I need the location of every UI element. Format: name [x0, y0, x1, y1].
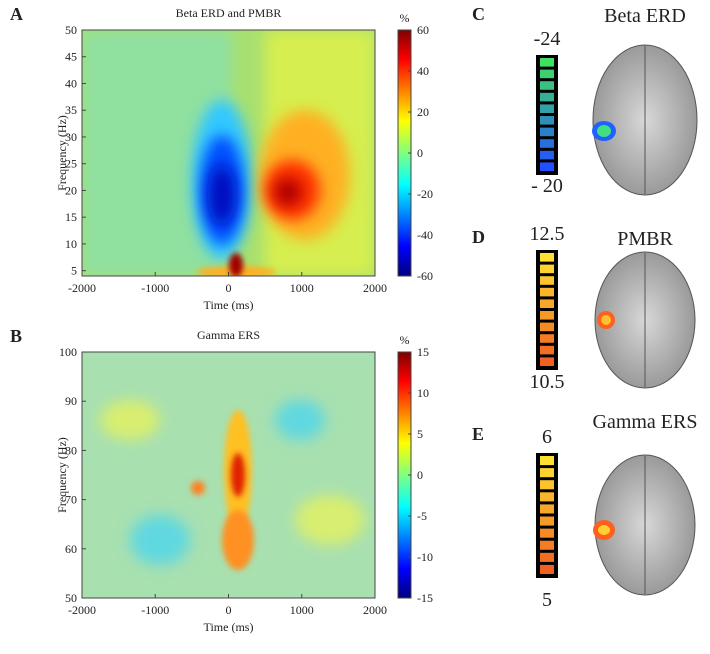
y-tick-label: 15	[65, 210, 77, 224]
y-tick-label: 10	[65, 237, 77, 251]
scale-segment	[540, 116, 554, 125]
chart-title: Beta ERD and PMBR	[176, 6, 282, 20]
panel-label: E	[472, 424, 484, 444]
scale-segment	[540, 552, 554, 562]
colorbar-tick-label: -60	[417, 269, 433, 283]
brain-image	[592, 44, 698, 596]
x-tick-label: 1000	[290, 603, 314, 617]
scale-segment	[540, 322, 554, 332]
x-tick-label: -2000	[68, 281, 96, 295]
panel-label: A	[10, 4, 23, 24]
scale-segment	[540, 528, 554, 538]
scale-segment	[540, 276, 554, 285]
scale-segment	[540, 540, 554, 550]
y-tick-label: 50	[65, 23, 77, 37]
scale-segment	[540, 58, 554, 67]
scale-segment	[540, 504, 554, 514]
scale-segment	[540, 127, 554, 137]
scale-segment	[540, 287, 554, 297]
scale-segment	[540, 92, 554, 102]
y-tick-label: 25	[65, 157, 77, 171]
y-axis-label: Frequency (Hz)	[55, 437, 69, 513]
scale-bottom: 10.5	[530, 371, 565, 393]
colorbar-tick-label: -15	[417, 591, 433, 605]
x-tick-label: -1000	[141, 281, 169, 295]
scale-segment	[540, 139, 554, 148]
colorbar-tick-label: 0	[417, 146, 423, 160]
y-tick-label: 100	[59, 345, 77, 359]
scale-segment	[540, 516, 554, 526]
scale-segment	[540, 468, 554, 478]
x-tick-label: 2000	[363, 281, 387, 295]
colorbar-tick-label: 15	[417, 345, 429, 359]
x-tick-label: 2000	[363, 603, 387, 617]
heatmap-image	[82, 30, 375, 276]
y-tick-label: 30	[65, 130, 77, 144]
y-tick-label: 5	[71, 264, 77, 278]
panel-label: C	[472, 4, 485, 24]
scale-segment	[540, 150, 554, 160]
scale-top: 6	[542, 426, 552, 448]
scale-bottom: - 20	[531, 175, 563, 197]
colorbar-tick-label: -10	[417, 550, 433, 564]
x-tick-label: 0	[226, 281, 232, 295]
x-tick-label: 0	[226, 603, 232, 617]
scale-segment	[540, 480, 554, 490]
panel-label: B	[10, 326, 22, 346]
y-tick-label: 90	[65, 394, 77, 408]
colorbar-tick-label: -5	[417, 509, 427, 523]
map-title: Beta ERD	[604, 5, 686, 27]
x-axis-label: Time (ms)	[204, 298, 254, 312]
scale-segment	[540, 311, 554, 320]
colorbar-tick-label: 5	[417, 427, 423, 441]
map-title: PMBR	[617, 228, 673, 250]
colorbar-label: %	[400, 333, 410, 347]
scale-segment	[540, 299, 554, 308]
colorbar-tick-label: 40	[417, 64, 429, 78]
y-tick-label: 50	[65, 591, 77, 605]
y-tick-label: 45	[65, 50, 77, 64]
colorbar-tick-label: 10	[417, 386, 429, 400]
scale-segment	[540, 357, 554, 366]
scale-segment	[540, 264, 554, 274]
scale-top: 12.5	[530, 223, 565, 245]
colorbar-tick-label: 0	[417, 468, 423, 482]
scale-top: -24	[534, 28, 561, 50]
chart-title: Gamma ERS	[197, 328, 260, 342]
x-tick-label: 1000	[290, 281, 314, 295]
y-tick-label: 20	[65, 183, 77, 197]
heatmap-image	[82, 352, 375, 598]
scale-bottom: 5	[542, 589, 552, 611]
scale-segment	[540, 81, 554, 90]
scale-segment	[540, 334, 554, 343]
x-tick-label: -2000	[68, 603, 96, 617]
y-tick-label: 60	[65, 542, 77, 556]
y-tick-label: 40	[65, 76, 77, 90]
scale-segment	[540, 564, 554, 574]
scale-segment	[540, 69, 554, 79]
scale-segment	[540, 492, 554, 502]
scale-segment	[540, 162, 554, 171]
scale-segment	[540, 253, 554, 262]
colorbar-label: %	[400, 11, 410, 25]
y-tick-label: 80	[65, 443, 77, 457]
colorbar-tick-label: 20	[417, 105, 429, 119]
y-tick-label: 70	[65, 493, 77, 507]
colorbar-tick-label: -40	[417, 228, 433, 242]
map-title: Gamma ERS	[593, 411, 698, 433]
panel-label: D	[472, 227, 485, 247]
colorbar-tick-label: 60	[417, 23, 429, 37]
x-axis-label: Time (ms)	[204, 620, 254, 634]
y-tick-label: 35	[65, 103, 77, 117]
scale-segment	[540, 104, 554, 113]
y-axis-label: Frequency (Hz)	[55, 115, 69, 191]
x-tick-label: -1000	[141, 603, 169, 617]
scale-segment	[540, 345, 554, 355]
colorbar-tick-label: -20	[417, 187, 433, 201]
scale-segment	[540, 456, 554, 466]
